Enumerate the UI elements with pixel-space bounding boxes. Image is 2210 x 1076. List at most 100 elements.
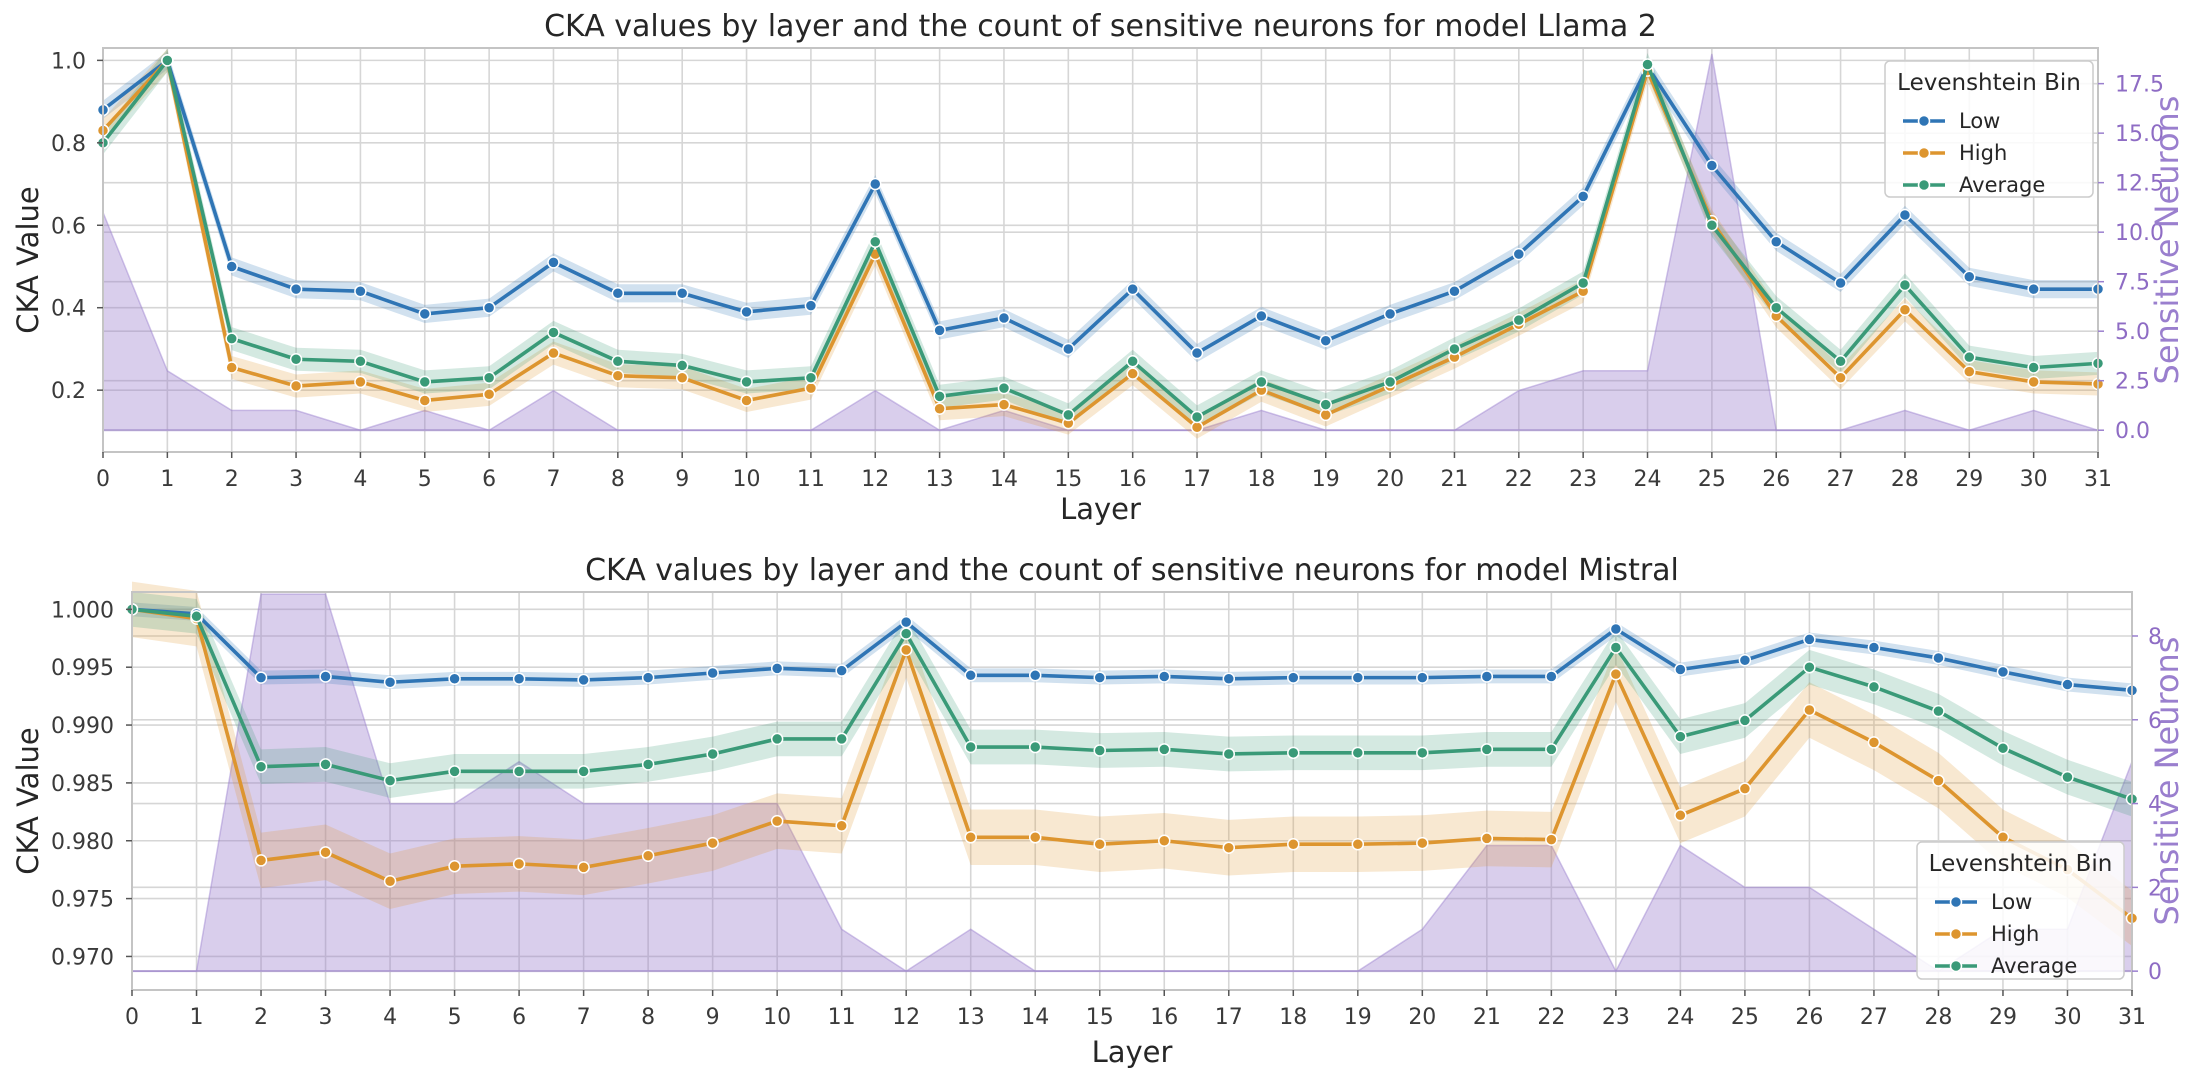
data-point-high: [383, 874, 397, 888]
x-tick-label: 18: [1279, 1005, 1307, 1030]
x-tick-label: 29: [1989, 1005, 2017, 1030]
data-point-average: [1448, 342, 1461, 356]
data-point-low: [1190, 346, 1204, 360]
data-point-average: [482, 371, 496, 385]
data-point-average: [354, 355, 367, 368]
x-tick-label: 21: [1473, 1005, 1501, 1030]
data-point-average: [804, 371, 818, 385]
data-point-low: [448, 672, 461, 686]
data-point-average: [641, 758, 655, 771]
x-tick-label: 15: [1086, 1005, 1114, 1030]
data-point-average: [835, 732, 848, 746]
data-point-low: [869, 177, 882, 191]
data-point-low: [1512, 247, 1526, 261]
data-point-average: [383, 774, 397, 787]
x-tick-label: 9: [706, 1005, 720, 1030]
data-point-high: [835, 819, 848, 832]
data-point-low: [611, 287, 625, 300]
data-point-high: [319, 846, 332, 859]
data-point-low: [418, 307, 432, 321]
y2-tick-label: 0.0: [2115, 419, 2150, 444]
data-point-high: [1545, 833, 1558, 846]
x-tick-label: 8: [641, 1005, 655, 1030]
x-tick-label: 19: [1344, 1005, 1372, 1030]
data-point-average: [1963, 350, 1976, 364]
legend-title: Levenshtein Bin: [1929, 851, 2113, 877]
sensitive-neurons-area: [103, 53, 2098, 431]
legend-marker-average: [1917, 178, 1931, 192]
x-tick-label: 5: [448, 1005, 462, 1030]
series-band-low: [132, 602, 2132, 698]
data-point-low: [1705, 159, 1719, 172]
data-point-low: [740, 305, 753, 319]
legend-title: Levenshtein Bin: [1897, 70, 2081, 96]
x-tick-label: 1: [160, 467, 174, 492]
x-tick-label: 24: [1666, 1005, 1694, 1030]
y2-axis-label: Sensitive Neurons: [2148, 96, 2186, 385]
data-point-low: [1996, 665, 2010, 679]
sensitive-neurons-area: [132, 594, 2132, 972]
data-point-high: [1416, 836, 1429, 850]
data-point-low: [804, 299, 818, 312]
legend-box: [1916, 841, 2125, 980]
y-axis-label: CKA Value: [11, 727, 45, 874]
data-point-high: [1126, 367, 1139, 380]
data-point-low: [899, 615, 913, 629]
data-point-low: [1222, 672, 1236, 686]
x-tick-label: 2: [225, 467, 239, 492]
x-tick-label: 4: [383, 1005, 397, 1030]
x-tick-label: 3: [289, 467, 303, 492]
x-tick-label: 29: [1955, 467, 1983, 492]
y-axis-label: CKA Value: [11, 186, 45, 333]
data-point-low: [289, 282, 303, 296]
data-point-high: [706, 836, 719, 850]
y-tick-label: 1.000: [51, 598, 114, 623]
x-tick-label: 30: [2053, 1005, 2081, 1030]
data-point-average: [675, 359, 689, 372]
x-tick-label: 31: [2118, 1005, 2146, 1030]
x-tick-label: 16: [1119, 467, 1147, 492]
data-point-high: [740, 394, 753, 407]
data-point-low: [577, 673, 590, 687]
legend-label-low: Low: [1959, 109, 2000, 133]
data-point-average: [1738, 714, 1752, 727]
data-point-high: [1963, 365, 1976, 378]
x-tick-label: 0: [96, 467, 110, 492]
x-tick-label: 28: [1891, 467, 1919, 492]
data-point-average: [1769, 301, 1783, 314]
data-point-average: [2027, 361, 2040, 374]
data-point-low: [319, 670, 332, 683]
series-line-high: [131, 607, 2134, 920]
x-tick-label: 12: [892, 1005, 920, 1030]
data-point-average: [448, 765, 461, 778]
mistral-chart: 0 1 2 3 4 5 6 7 8 9 10 11 12 13 14 15 16 17 18 19 20 21 22 23 24…: [11, 553, 2186, 1069]
data-point-low: [641, 671, 655, 684]
data-point-high: [1867, 736, 1881, 749]
data-point-average: [1641, 58, 1654, 71]
x-tick-label: 10: [763, 1005, 791, 1030]
data-point-low: [1448, 284, 1461, 298]
data-point-high: [2027, 375, 2040, 389]
data-point-average: [1705, 219, 1719, 232]
data-point-high: [354, 375, 367, 389]
data-point-high: [899, 643, 913, 657]
x-tick-label: 13: [957, 1005, 985, 1030]
data-point-average: [190, 610, 203, 623]
data-point-low: [547, 256, 560, 269]
legend-marker-low: [1917, 114, 1931, 128]
data-point-low: [512, 672, 526, 686]
data-point-average: [1383, 375, 1397, 389]
data-point-average: [1576, 276, 1590, 290]
data-point-high: [1351, 837, 1365, 851]
x-tick-label: 24: [1634, 467, 1662, 492]
x-tick-label: 19: [1312, 467, 1340, 492]
x-tick-label: 8: [611, 467, 625, 492]
x-tick-label: 20: [1376, 467, 1404, 492]
data-point-high: [1319, 408, 1332, 422]
data-point-high: [289, 379, 303, 393]
x-tick-label: 27: [1827, 467, 1855, 492]
data-point-low: [1319, 334, 1332, 347]
x-tick-label: 9: [675, 467, 689, 492]
data-point-average: [1287, 746, 1300, 760]
